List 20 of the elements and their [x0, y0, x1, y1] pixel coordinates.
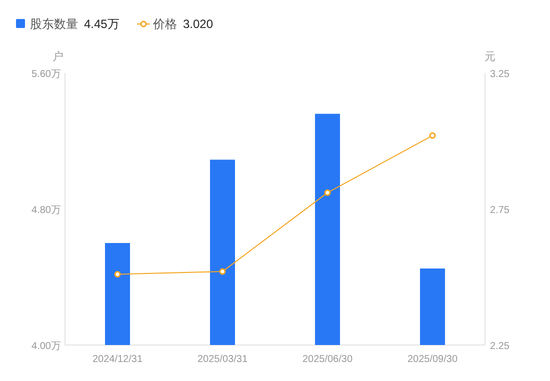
legend-label: 股东数量: [30, 17, 78, 31]
y2-tick-label: 2.75: [490, 205, 510, 216]
point: [324, 189, 331, 196]
point: [219, 268, 226, 275]
x-tick-label: 2025/09/30: [407, 354, 458, 365]
y2-tick-label: 2.25: [490, 341, 510, 352]
y2-tick-label: 3.25: [490, 69, 510, 80]
point: [429, 132, 436, 139]
y2-axis-title: 元: [484, 51, 496, 63]
point: [114, 271, 121, 278]
x-tick-label: 2025/03/31: [197, 354, 248, 365]
y-axis-title: 户: [52, 50, 64, 63]
legend-label: 价格: [152, 17, 177, 31]
x-tick-label: 2025/06/30: [302, 354, 353, 365]
y-tick-label: 4.80万: [32, 205, 61, 216]
x-tick-label: 2024/12/31: [92, 354, 143, 365]
text: 4.45万: [84, 17, 120, 31]
text: 3.020: [183, 17, 214, 31]
y-tick-label: 5.60万: [32, 69, 61, 80]
y-tick-label: 4.00万: [32, 341, 61, 352]
